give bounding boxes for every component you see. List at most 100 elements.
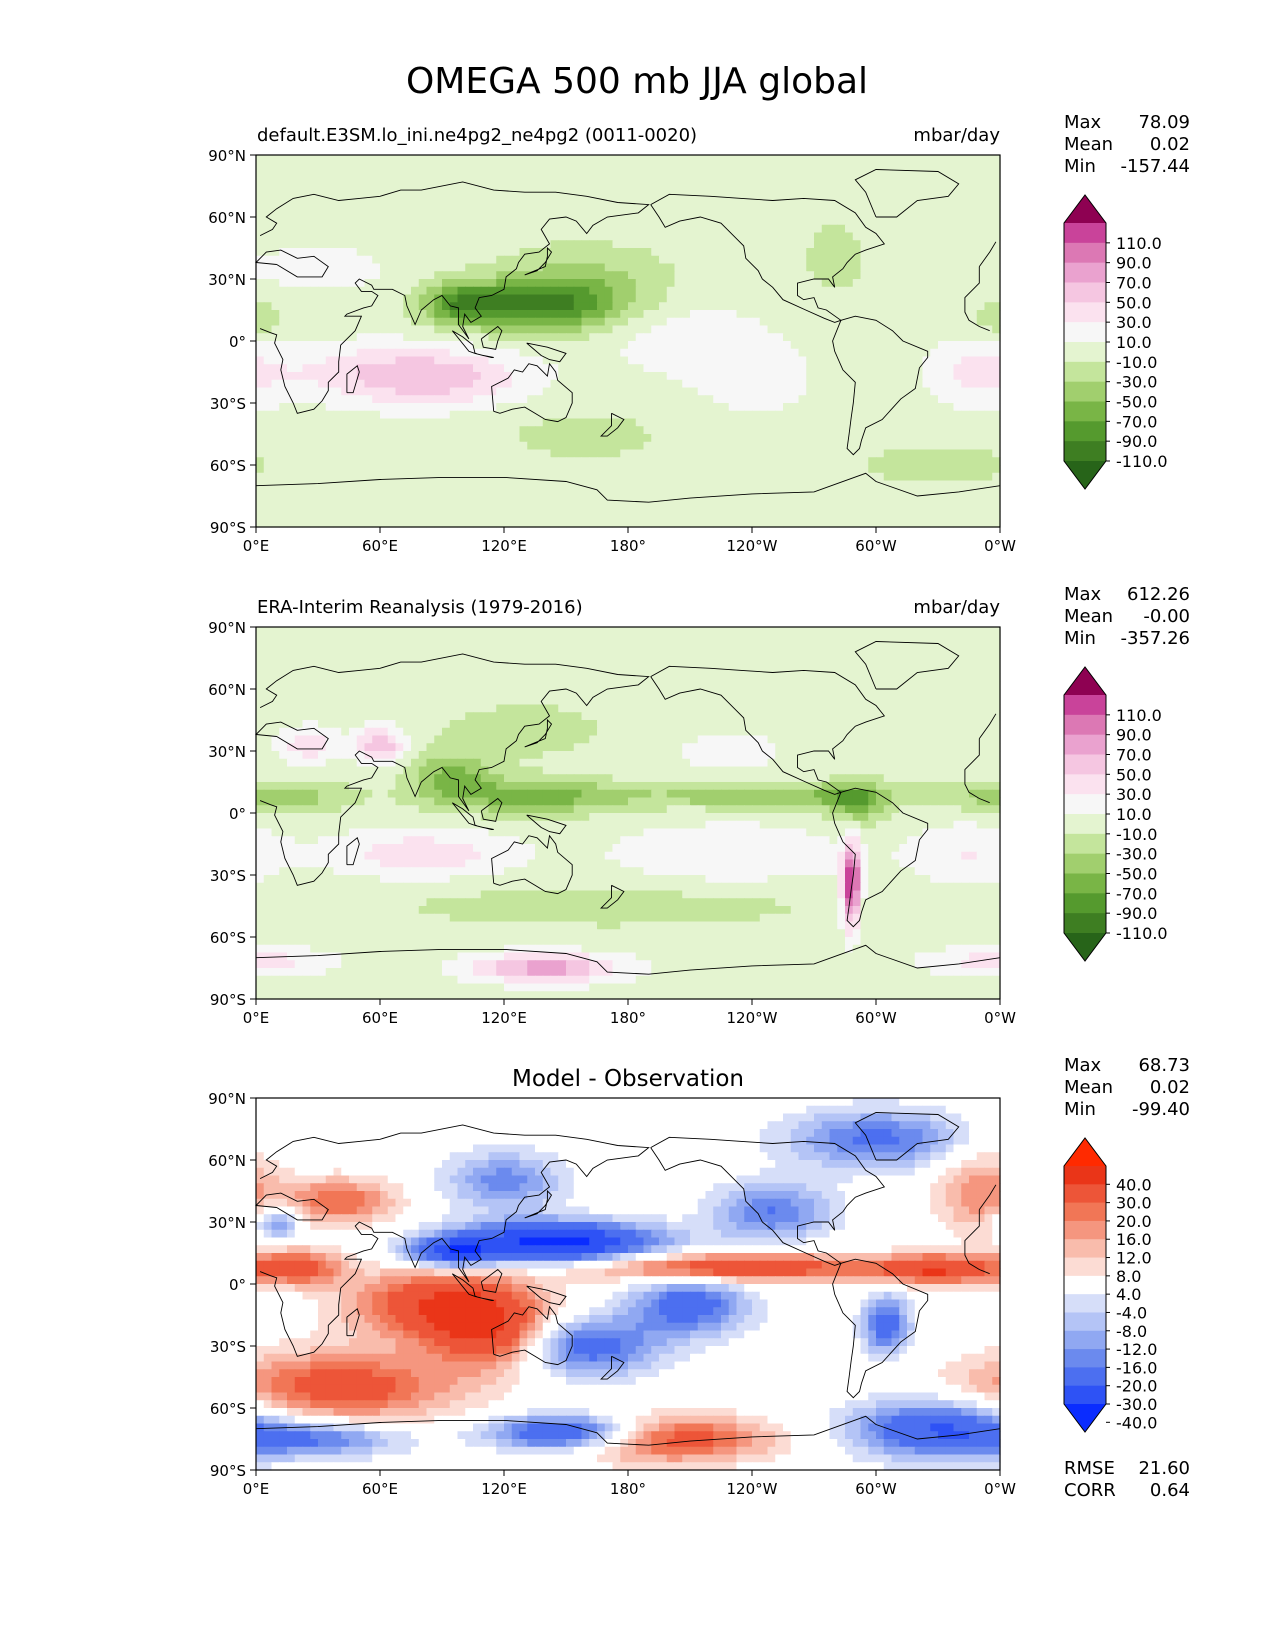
heatmap-cell [953, 457, 962, 466]
heatmap-cell [744, 201, 753, 210]
heatmap-cell [287, 372, 296, 381]
heatmap-cell [899, 325, 908, 334]
heatmap-cell [333, 255, 342, 265]
heatmap-cell [938, 364, 947, 373]
heatmap-cell [930, 472, 939, 482]
heatmap-cell [612, 356, 621, 365]
heatmap-cell [721, 364, 730, 373]
heatmap-cell [891, 403, 900, 412]
heatmap-cell [434, 317, 443, 327]
heatmap-cell [659, 279, 668, 288]
heatmap-cell [674, 364, 683, 373]
heatmap-cell [294, 178, 304, 187]
heatmap-cell [449, 519, 459, 528]
heatmap-cell [535, 348, 544, 358]
heatmap-cell [767, 395, 776, 404]
heatmap-cell [984, 201, 993, 210]
heatmap-cell [426, 248, 435, 257]
heatmap-cell [744, 341, 753, 350]
heatmap-cell [752, 224, 761, 234]
heatmap-cell [558, 302, 567, 311]
heatmap-cell [790, 403, 800, 412]
heatmap-cell [883, 457, 893, 466]
heatmap-cell [279, 209, 288, 218]
heatmap-cell [380, 403, 389, 412]
heatmap-cell [395, 472, 404, 482]
heatmap-cell [961, 248, 970, 257]
heatmap-cell [783, 263, 792, 272]
heatmap-cell [938, 480, 947, 489]
heatmap-cell [837, 496, 846, 505]
heatmap-cell [411, 310, 420, 319]
heatmap-cell [287, 449, 296, 458]
heatmap-cell [907, 457, 916, 466]
heatmap-cell [318, 302, 327, 311]
heatmap-cell [767, 310, 776, 319]
heatmap-cell [403, 356, 412, 365]
heatmap-cell [767, 627, 776, 636]
heatmap-cell [465, 255, 474, 265]
heatmap-cell [883, 480, 893, 489]
heatmap-cell [659, 372, 668, 381]
heatmap-cell [620, 410, 629, 420]
heatmap-cell [744, 426, 753, 435]
heatmap-cell [349, 341, 358, 350]
heatmap-cell [310, 170, 319, 179]
heatmap-cell [736, 201, 745, 210]
heatmap-cell [914, 209, 924, 218]
heatmap-cell [418, 387, 428, 396]
heatmap-cell [620, 201, 629, 210]
heatmap-cell [325, 503, 335, 513]
heatmap-cell [984, 193, 993, 203]
heatmap-cell [511, 457, 521, 466]
heatmap-cell [620, 457, 629, 466]
heatmap-cell [302, 317, 311, 327]
heatmap-cell [333, 379, 342, 389]
heatmap-cell [814, 449, 823, 458]
coastline [346, 365, 360, 394]
heatmap-cell [845, 162, 854, 172]
heatmap-cell [434, 434, 443, 443]
heatmap-cell [581, 263, 590, 272]
heatmap-cell [953, 333, 962, 342]
heatmap-cell [767, 232, 776, 241]
heatmap-cell [883, 263, 893, 272]
heatmap-cell [449, 387, 459, 396]
heatmap-cell [635, 465, 645, 474]
heatmap-cell [643, 248, 652, 257]
heatmap-cell [814, 410, 823, 420]
heatmap-cell [759, 193, 769, 203]
heatmap-cell [744, 465, 753, 474]
heatmap-cell [279, 441, 288, 451]
heatmap-cell [519, 271, 528, 280]
heatmap-cell [356, 410, 366, 420]
heatmap-cell [674, 294, 683, 303]
heatmap-cell [418, 240, 428, 249]
heatmap-cell [914, 178, 924, 187]
heatmap-cell [728, 240, 738, 249]
heatmap-cell [434, 480, 443, 489]
heatmap-cell [318, 410, 327, 420]
heatmap-cell [457, 279, 466, 288]
heatmap-cell [783, 480, 792, 489]
heatmap-cell [775, 356, 784, 365]
heatmap-cell [325, 496, 335, 505]
heatmap-cell [806, 465, 815, 474]
heatmap-cell [775, 395, 784, 404]
heatmap-cell [573, 186, 583, 195]
heatmap-cell [372, 232, 381, 241]
heatmap-cell [752, 511, 761, 520]
heatmap-cell [504, 155, 513, 164]
heatmap-cell [814, 178, 823, 187]
heatmap-cell [845, 310, 854, 319]
heatmap-cell [318, 248, 327, 257]
heatmap-cell [341, 193, 350, 203]
stat-value: 78.09 [1138, 112, 1190, 133]
heatmap-cell [961, 426, 970, 435]
heatmap-cell [876, 465, 885, 474]
heatmap-cell [434, 372, 443, 381]
heatmap-cell [542, 418, 552, 427]
heatmap-cell [387, 642, 397, 651]
heatmap-cell [992, 511, 1001, 520]
heatmap-cell [868, 348, 877, 358]
